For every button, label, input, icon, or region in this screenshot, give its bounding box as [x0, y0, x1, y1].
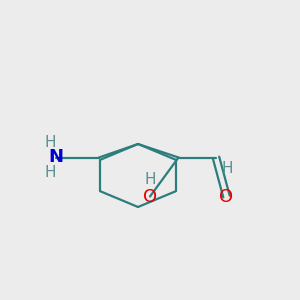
Text: O: O — [219, 188, 234, 206]
Text: H: H — [44, 135, 56, 150]
Text: O: O — [143, 188, 157, 206]
Text: N: N — [48, 148, 63, 166]
Text: H: H — [222, 161, 233, 176]
Text: H: H — [44, 165, 56, 180]
Text: H: H — [144, 172, 156, 188]
